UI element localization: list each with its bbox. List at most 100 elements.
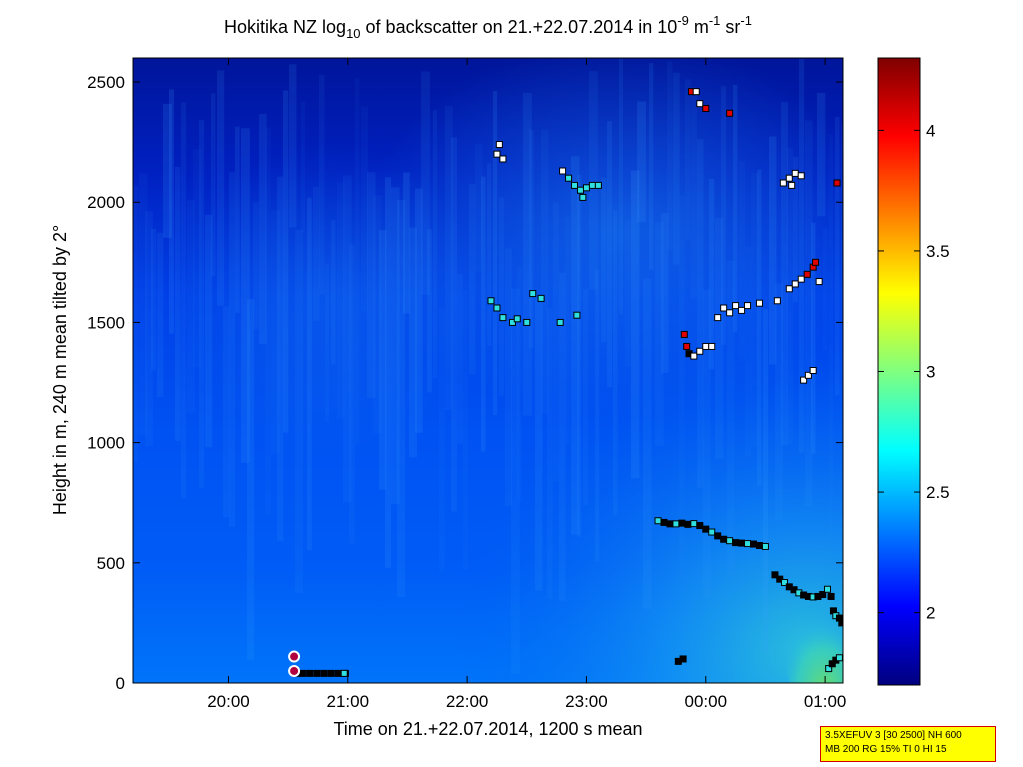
cloud-marker	[702, 104, 710, 112]
cloud-marker	[812, 258, 820, 266]
heatmap-streak	[697, 139, 704, 488]
heatmap-streak	[307, 197, 312, 551]
colorbar-tick-label: 4	[926, 121, 935, 140]
cloud-marker	[692, 88, 700, 96]
cloud-marker	[523, 318, 531, 326]
low-layer-marker	[654, 517, 662, 525]
heatmap-streak	[253, 202, 259, 329]
heatmap-streak	[559, 272, 566, 601]
heatmap-streak	[643, 278, 652, 609]
y-axis: 0 500 1000 1500 2000 2500	[87, 73, 843, 693]
colorbar-tick-label: 2.5	[926, 483, 950, 502]
heatmap-streak	[781, 102, 788, 446]
heatmap-streak	[175, 167, 181, 442]
low-layer-marker	[761, 542, 769, 550]
cloud-marker	[788, 181, 796, 189]
heatmap-streak	[379, 230, 387, 490]
heatmap-streak	[661, 212, 669, 374]
low-layer-marker	[781, 579, 789, 587]
cloud-marker	[714, 314, 722, 322]
heatmap-streak	[481, 176, 486, 452]
cloud-marker	[573, 311, 581, 319]
cloud-marker	[537, 294, 545, 302]
heatmap-streak	[187, 200, 195, 413]
cloud-marker	[499, 314, 507, 322]
heatmap-streak	[655, 221, 664, 446]
ground-layer-marker	[327, 669, 335, 677]
low-layer-marker	[738, 539, 746, 547]
heatmap-streak	[799, 58, 805, 453]
cloud-marker	[702, 342, 710, 350]
cloud-marker	[732, 302, 740, 310]
heatmap-streak	[535, 297, 543, 591]
cloud-marker	[800, 376, 808, 384]
heatmap-streak	[385, 177, 392, 568]
cloud-marker	[804, 371, 812, 379]
colorbar-tick-label: 2	[926, 604, 935, 623]
x-tick-label: 01:00	[804, 692, 847, 711]
plot-frame	[132, 57, 844, 684]
heatmap-streak	[409, 227, 417, 458]
heatmap-streak	[295, 229, 304, 594]
low-layer-marker	[679, 655, 687, 663]
heatmap-streak	[721, 85, 727, 345]
heatmap-streak	[631, 170, 640, 479]
heatmap-streak	[325, 263, 330, 422]
heatmap-streak	[601, 178, 607, 343]
heatmap-streak	[691, 87, 698, 300]
heatmap-streak	[751, 173, 759, 448]
x-tick-label: 21:00	[327, 692, 370, 711]
low-layer-marker	[702, 525, 710, 533]
low-layer-marker	[660, 518, 668, 526]
low-layer-marker	[720, 535, 728, 543]
heatmap-streak	[199, 120, 205, 488]
heatmap-streak	[733, 84, 738, 332]
cloud-marker	[708, 342, 716, 350]
info-line-1: 3.5XEFUV 3 [30 2500] NH 600	[825, 730, 962, 741]
heatmap-streak	[523, 92, 532, 416]
cloud-marker	[833, 179, 841, 187]
heatmap-streak	[391, 187, 400, 505]
heatmap-streak	[397, 199, 406, 597]
heatmap-streak	[715, 217, 724, 459]
low-layer-marker	[672, 520, 680, 528]
x-tick-label: 00:00	[684, 692, 727, 711]
low-layer-marker	[666, 520, 674, 528]
chart-title: Hokitika NZ log10 of backscatter on 21.+…	[224, 13, 752, 41]
low-layer-marker	[732, 539, 740, 547]
heatmap-streak	[571, 156, 580, 535]
heatmap-streak	[445, 105, 453, 410]
cloud-marker	[815, 278, 823, 286]
heatmap-streak	[235, 126, 240, 313]
low-layer-marker	[726, 537, 734, 545]
heatmap-streak	[403, 172, 410, 314]
heatmap-streak	[463, 290, 468, 570]
cloud-marker	[803, 270, 811, 278]
cloud-marker	[696, 100, 704, 108]
x-axis-label: Time on 21.+22.07.2014, 1200 s mean	[333, 719, 642, 739]
cloud-marker	[565, 174, 573, 182]
heatmap-streak	[667, 61, 673, 251]
heatmap-streak	[433, 110, 438, 378]
heatmap-streak	[505, 248, 513, 507]
surface-circle-marker	[288, 650, 301, 663]
ground-layer-marker-end	[340, 669, 348, 677]
heatmap-streak	[457, 273, 464, 444]
heatmap-streak	[835, 116, 840, 396]
cloud-marker	[738, 306, 746, 314]
heatmap-streak	[487, 163, 492, 346]
heatmap-streak	[775, 283, 783, 520]
heatmap-streak	[709, 178, 715, 370]
heatmap-streak	[415, 188, 423, 433]
colorbar-tick-label: 3	[926, 363, 935, 382]
cloud-marker	[791, 169, 799, 177]
low-layer-marker	[828, 660, 836, 668]
cloud-markers	[288, 88, 843, 677]
cloud-marker	[487, 297, 495, 305]
heatmap-streak	[637, 101, 646, 223]
heatmap-streak	[343, 175, 352, 503]
heatmap-streak	[703, 289, 711, 598]
cloud-marker	[785, 285, 793, 293]
heatmap-streak	[241, 128, 250, 463]
low-layer-marker	[827, 592, 835, 600]
